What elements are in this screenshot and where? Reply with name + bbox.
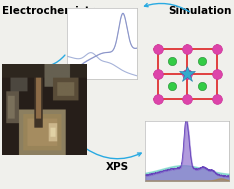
Text: Electrochemistry: Electrochemistry [2, 6, 102, 16]
FancyArrowPatch shape [145, 3, 190, 12]
FancyArrowPatch shape [87, 149, 141, 159]
Text: XPS: XPS [106, 162, 128, 172]
FancyArrowPatch shape [35, 55, 65, 68]
Text: Simulation: Simulation [168, 6, 232, 16]
